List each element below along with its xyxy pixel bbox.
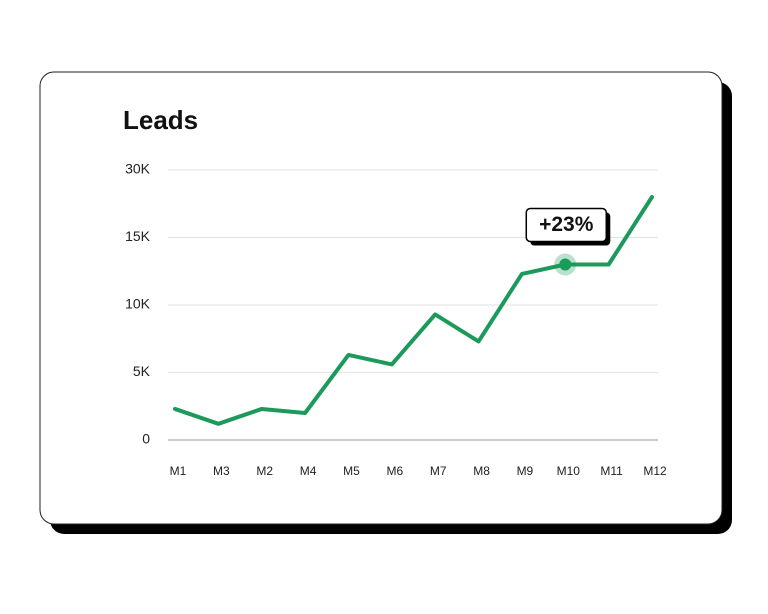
annotation-box (525, 207, 608, 243)
x-tick-label: M12 (643, 464, 667, 478)
x-tick-label: M4 (300, 464, 317, 478)
x-tick-label: M5 (343, 464, 360, 478)
x-tick-label: M8 (473, 464, 490, 478)
annotation-label: +23% (539, 213, 594, 236)
chart-title: Leads (123, 105, 198, 135)
highlight-point (559, 258, 572, 271)
card (39, 71, 723, 525)
plot: 0 5K 10K 15K 30K M1 M3 M2 M4 M5 M6 M7 M8 M9 M10 M11 M12 +… (125, 161, 667, 478)
x-tick-label: M2 (256, 464, 273, 478)
x-tick-label: M7 (430, 464, 447, 478)
x-tick-label: M9 (517, 464, 534, 478)
x-tick-label: M1 (170, 464, 187, 478)
x-tick-label: M11 (600, 464, 623, 478)
y-tick-label: 30K (125, 161, 151, 177)
x-tick-label: M6 (386, 464, 403, 478)
y-tick-label: 0 (142, 431, 150, 447)
line-series (173, 195, 654, 426)
y-tick-label: 10K (125, 296, 151, 312)
x-tick-label: M10 (557, 464, 581, 478)
x-tick-label: M3 (213, 464, 230, 478)
y-tick-label: 5K (133, 363, 151, 379)
y-tick-label: 15K (125, 228, 151, 244)
